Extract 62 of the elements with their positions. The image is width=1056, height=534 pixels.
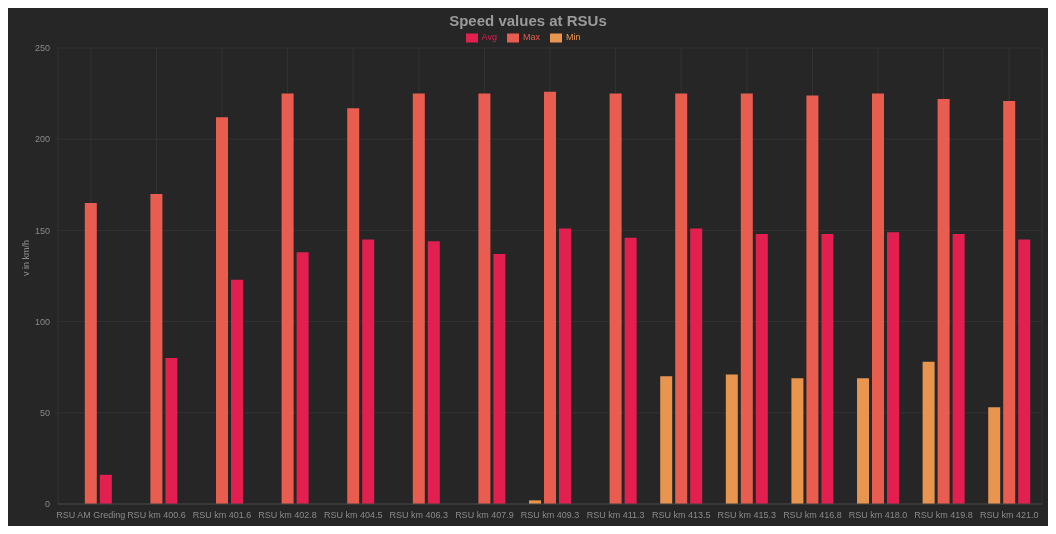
bar	[937, 99, 950, 504]
x-tick-label: RSU AM Greding	[56, 510, 126, 521]
x-tick-label: RSU km 411.3	[586, 510, 645, 521]
bar	[988, 407, 1001, 504]
x-tick-label: RSU km 419.8	[914, 510, 973, 521]
bar	[1003, 100, 1016, 504]
bar	[887, 232, 900, 504]
bar	[660, 376, 673, 504]
x-tick-label: RSU km 404.5	[323, 510, 383, 521]
bar	[281, 93, 294, 504]
x-tick-label: RSU km 409.3	[520, 510, 580, 521]
bar	[821, 234, 834, 504]
y-tick-label: 0	[44, 499, 50, 510]
bar	[362, 239, 375, 504]
bar	[296, 252, 309, 504]
bar	[857, 378, 870, 504]
bar	[544, 91, 557, 504]
bar	[231, 279, 244, 504]
bar	[493, 254, 506, 504]
bar	[216, 117, 229, 504]
bar	[740, 93, 753, 504]
legend-label: Avg	[481, 32, 497, 43]
x-tick-label: RSU km 401.6	[192, 510, 252, 521]
x-tick-label: RSU km 421.0	[979, 510, 1039, 521]
x-tick-label: RSU km 413.5	[651, 510, 711, 521]
bar	[872, 93, 885, 504]
bar	[412, 93, 425, 504]
bar	[725, 374, 738, 504]
x-tick-label: RSU km 406.3	[389, 510, 449, 521]
x-tick-label: RSU km 415.3	[717, 510, 777, 521]
bar	[922, 361, 935, 504]
bar	[427, 241, 440, 504]
x-tick-label: RSU km 402.8	[258, 510, 317, 521]
x-tick-label: RSU km 418.0	[848, 510, 908, 521]
bar	[952, 234, 965, 504]
bar	[755, 234, 768, 504]
x-tick-label: RSU km 400.6	[127, 510, 186, 521]
bar	[806, 95, 819, 504]
y-tick-label: 150	[34, 225, 50, 236]
bar	[99, 474, 112, 504]
y-tick-label: 100	[34, 316, 50, 327]
y-axis-title: v in km/h	[21, 239, 32, 276]
bar	[84, 203, 97, 504]
y-tick-label: 50	[39, 407, 50, 418]
x-tick-label: RSU km 416.8	[783, 510, 842, 521]
legend-label: Min	[565, 32, 581, 43]
y-tick-label: 200	[34, 134, 50, 145]
bar	[1018, 239, 1031, 504]
bar	[791, 378, 804, 504]
bar	[609, 93, 622, 504]
x-tick-label: RSU km 407.9	[455, 510, 514, 521]
bar	[559, 228, 572, 504]
bar	[675, 93, 688, 504]
bar	[690, 228, 703, 504]
bar	[165, 358, 178, 504]
chart-title: Speed values at RSUs	[448, 11, 608, 31]
bar	[150, 193, 163, 504]
bar	[347, 108, 360, 504]
y-tick-label: 250	[34, 43, 50, 54]
legend-label: Max	[522, 32, 540, 43]
bar	[478, 93, 491, 504]
bar	[624, 237, 637, 504]
